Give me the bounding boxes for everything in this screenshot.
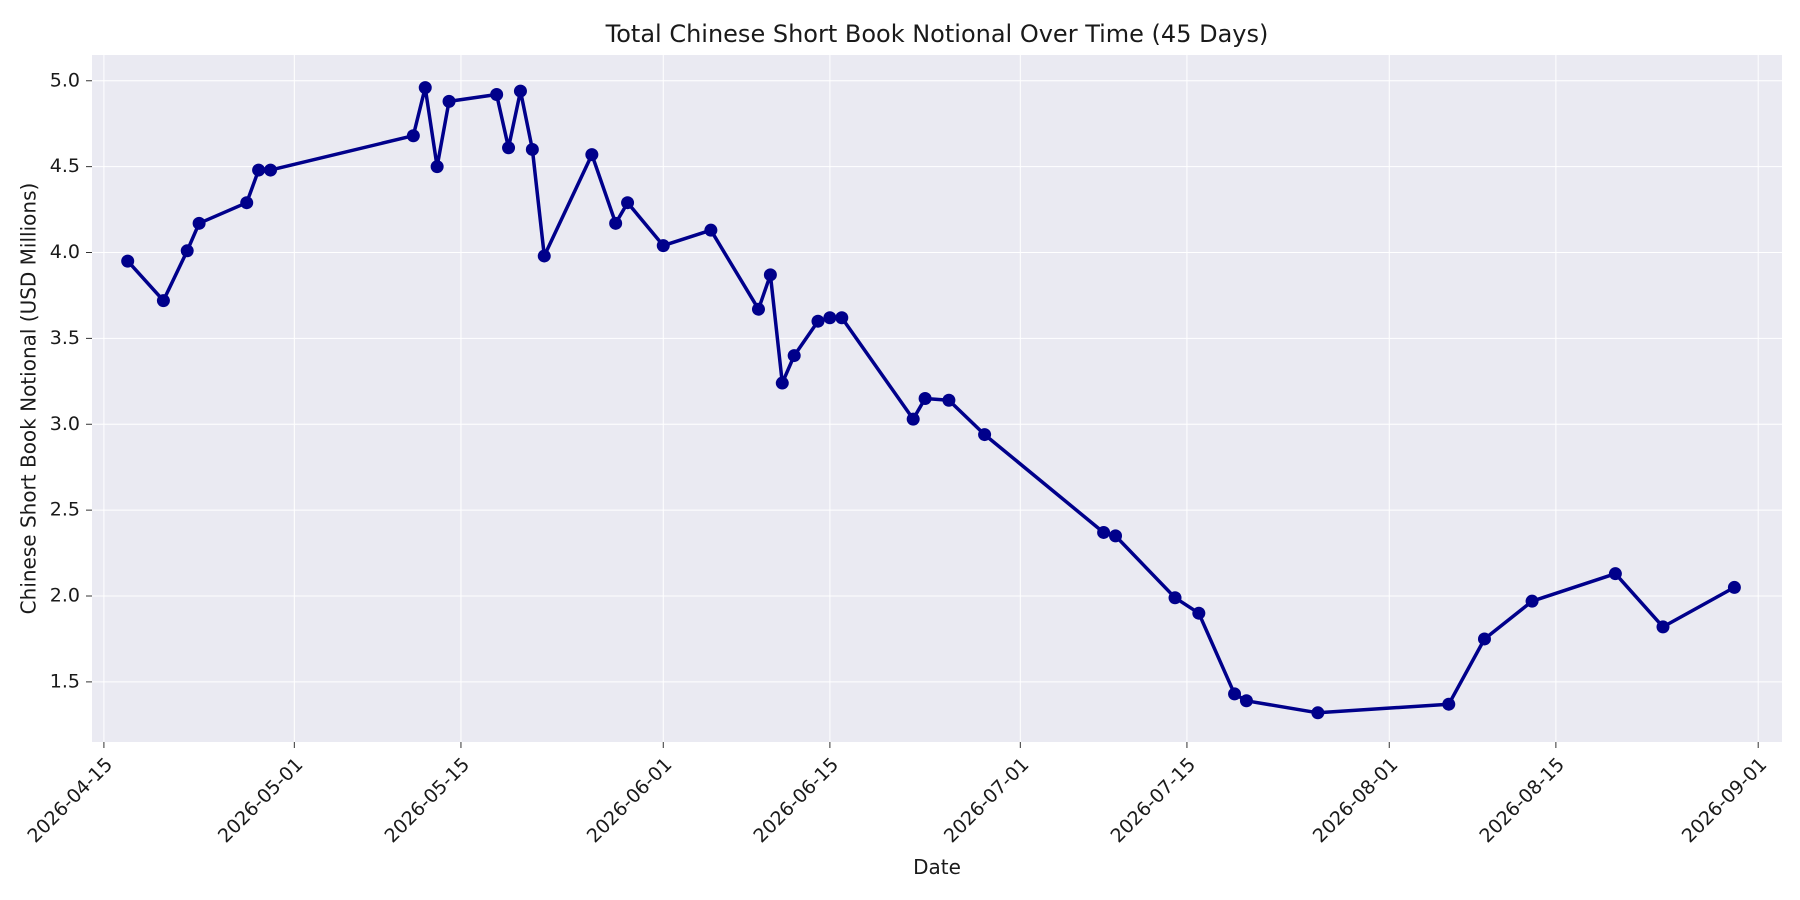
data-point — [490, 88, 504, 102]
y-tick-label: 4.5 — [50, 155, 80, 177]
data-point — [609, 216, 623, 230]
data-point — [192, 216, 206, 230]
data-point — [656, 239, 670, 253]
data-point — [823, 311, 837, 325]
data-point — [751, 302, 765, 316]
data-point — [406, 129, 420, 143]
data-point — [918, 392, 932, 405]
data-point — [1109, 529, 1123, 543]
data-point — [1727, 580, 1741, 594]
y-tick-label: 4.0 — [50, 241, 80, 263]
y-axis-title: Chinese Short Book Notional (USD Million… — [17, 183, 41, 615]
x-tick-label: 2026-06-01 — [583, 754, 677, 848]
data-point — [156, 294, 170, 308]
y-tick-label: 2.5 — [50, 499, 80, 521]
x-tick-label: 2026-08-15 — [1475, 754, 1569, 848]
data-point — [525, 142, 539, 156]
data-point — [1097, 525, 1111, 539]
series-layer — [121, 81, 1741, 720]
data-point — [787, 349, 801, 363]
data-point — [252, 163, 266, 177]
data-point — [442, 94, 456, 108]
data-point — [775, 376, 789, 390]
data-point — [1239, 694, 1253, 708]
data-point — [1192, 606, 1206, 620]
data-point — [1608, 567, 1622, 581]
data-point — [1168, 591, 1182, 605]
data-point — [1228, 687, 1242, 701]
data-point — [1477, 632, 1491, 646]
chart-title: Total Chinese Short Book Notional Over T… — [605, 20, 1269, 48]
y-tick-label: 3.0 — [50, 413, 80, 435]
data-point — [585, 148, 599, 162]
data-point — [1442, 697, 1456, 711]
x-tick-label: 2026-07-01 — [940, 754, 1034, 848]
x-tick-label: 2026-04-15 — [23, 754, 117, 848]
data-point — [704, 223, 718, 237]
data-point — [537, 249, 551, 263]
data-point — [906, 412, 920, 426]
data-point — [264, 163, 278, 177]
data-point — [942, 393, 956, 407]
data-point — [418, 81, 432, 95]
x-tick-label: 2026-05-01 — [214, 754, 308, 848]
data-point — [1656, 620, 1670, 634]
data-point — [621, 196, 635, 210]
data-point — [763, 268, 777, 282]
x-axis-title: Date — [913, 855, 961, 879]
x-tick-label: 2026-08-01 — [1309, 754, 1403, 848]
data-point — [835, 311, 849, 325]
y-tick-label: 3.5 — [50, 327, 80, 349]
data-point — [180, 244, 194, 258]
x-tick-label: 2026-07-15 — [1106, 754, 1200, 848]
data-point — [978, 428, 992, 442]
y-tick-label: 1.5 — [50, 670, 80, 692]
data-point — [811, 314, 825, 328]
data-point — [1311, 706, 1325, 720]
x-tick-label: 2026-05-15 — [380, 754, 474, 848]
y-tick-label: 2.0 — [50, 585, 80, 607]
y-tick-label: 5.0 — [50, 69, 80, 91]
data-point — [513, 84, 527, 98]
grid-layer — [92, 55, 1782, 742]
data-point — [240, 196, 254, 210]
data-point — [430, 160, 444, 174]
x-tick-label: 2026-09-01 — [1678, 754, 1772, 848]
data-point — [1525, 594, 1539, 608]
data-point — [502, 141, 516, 155]
data-point — [121, 254, 135, 268]
x-tick-label: 2026-06-15 — [749, 754, 843, 848]
